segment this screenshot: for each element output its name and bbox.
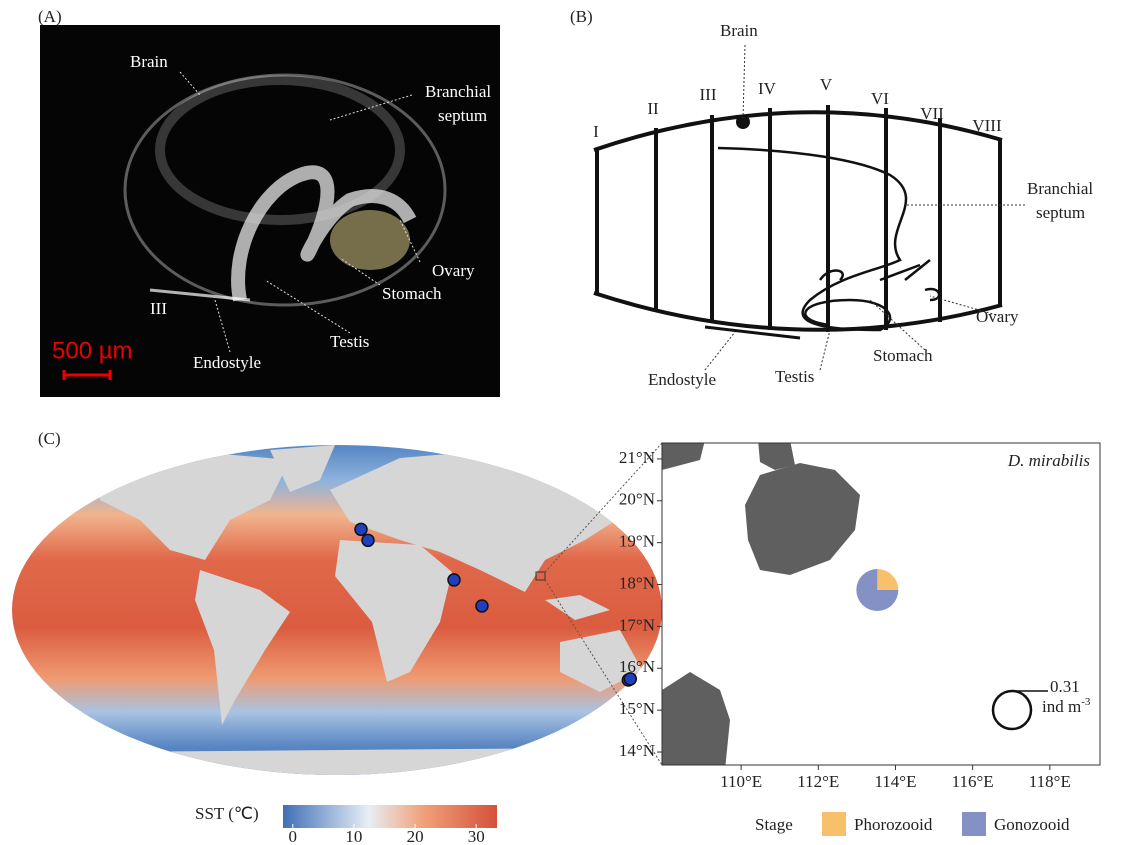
segment-label: IV xyxy=(758,79,777,98)
y-tick-label: 20°N xyxy=(619,490,655,509)
colorbar-tick-label: 0 xyxy=(289,827,298,845)
panel-label: (A) xyxy=(38,7,62,26)
segment-label: VII xyxy=(920,104,944,123)
land xyxy=(662,440,860,770)
site xyxy=(476,600,488,612)
segment-label: III xyxy=(700,85,717,104)
annotation: Ovary xyxy=(976,307,1019,326)
size-legend-value: 0.31 xyxy=(1050,677,1080,696)
y-tick-label: 15°N xyxy=(619,699,655,718)
annotation: Branchial xyxy=(425,82,491,101)
segment-label: I xyxy=(593,122,599,141)
annotation: septum xyxy=(1036,203,1085,222)
site xyxy=(355,523,367,535)
annotation: septum xyxy=(438,106,487,125)
panel-c: (C) SST (℃) 0 10 20 30 xyxy=(10,429,670,845)
size-legend-circle xyxy=(993,691,1031,729)
annotation: Testis xyxy=(775,367,814,386)
segment-label: V xyxy=(820,75,833,94)
x-tick-label: 114°E xyxy=(874,772,916,791)
annotation: Brain xyxy=(720,21,758,40)
site xyxy=(362,534,374,546)
pie-slice xyxy=(877,569,898,590)
x-tick-label: 116°E xyxy=(952,772,994,791)
annotation: Branchial xyxy=(1027,179,1093,198)
scale-bar-label: 500 µm xyxy=(52,337,133,364)
legend-label: Phorozooid xyxy=(854,815,933,834)
colorbar xyxy=(283,805,497,828)
unit-exp: -3 xyxy=(1081,696,1091,708)
y-tick-label: 14°N xyxy=(619,741,655,760)
colorbar-tick-label: 20 xyxy=(407,827,424,845)
y-tick-label: 21°N xyxy=(619,448,655,467)
size-legend-unit: ind m-3 xyxy=(1042,696,1091,716)
unit: ind m xyxy=(1042,697,1081,716)
annotation: Endostyle xyxy=(193,353,261,372)
world-map xyxy=(10,440,670,780)
site xyxy=(448,574,460,586)
annotation: Stomach xyxy=(873,346,933,365)
segment-label: VIII xyxy=(972,116,1002,135)
panel-a: (A) Brain Branchial septum Ovary Stomach… xyxy=(38,7,500,397)
inset-title: D. mirabilis xyxy=(1007,451,1091,470)
x-tick-label: 118°E xyxy=(1029,772,1071,791)
x-tick-label: 112°E xyxy=(797,772,839,791)
legend-title: Stage xyxy=(755,815,793,834)
annotation: Brain xyxy=(130,52,168,71)
colorbar-tick-label: 30 xyxy=(468,827,485,845)
panel-label: (C) xyxy=(38,429,61,448)
y-tick-label: 16°N xyxy=(619,657,655,676)
colorbar-title: SST (℃) xyxy=(195,804,259,823)
legend-swatch xyxy=(822,812,846,836)
panel-label: (B) xyxy=(570,7,593,26)
y-tick-label: 19°N xyxy=(619,532,655,551)
legend-label: Gonozooid xyxy=(994,815,1070,834)
panel-b: (B) Brain Branchial septum Ovary Stomach… xyxy=(570,7,1093,389)
legend-swatch xyxy=(962,812,986,836)
y-tick-label: 17°N xyxy=(619,615,655,634)
annotation: III xyxy=(150,299,167,318)
x-tick-label: 110°E xyxy=(720,772,762,791)
annotation: Stomach xyxy=(382,284,442,303)
outline xyxy=(594,105,1002,332)
segment-label: II xyxy=(647,99,659,118)
colorbar-tick-label: 10 xyxy=(345,827,362,845)
annotation: Testis xyxy=(330,332,369,351)
figure: (A) Brain Branchial septum Ovary Stomach… xyxy=(0,0,1121,845)
segment-label: VI xyxy=(871,89,889,108)
annotation: Ovary xyxy=(432,261,475,280)
y-tick-label: 18°N xyxy=(619,573,655,592)
inset-map: D. mirabilis 110°E 112°E 114°E 116°E 118°E 14… xyxy=(619,440,1100,836)
annotation: Endostyle xyxy=(648,370,716,389)
